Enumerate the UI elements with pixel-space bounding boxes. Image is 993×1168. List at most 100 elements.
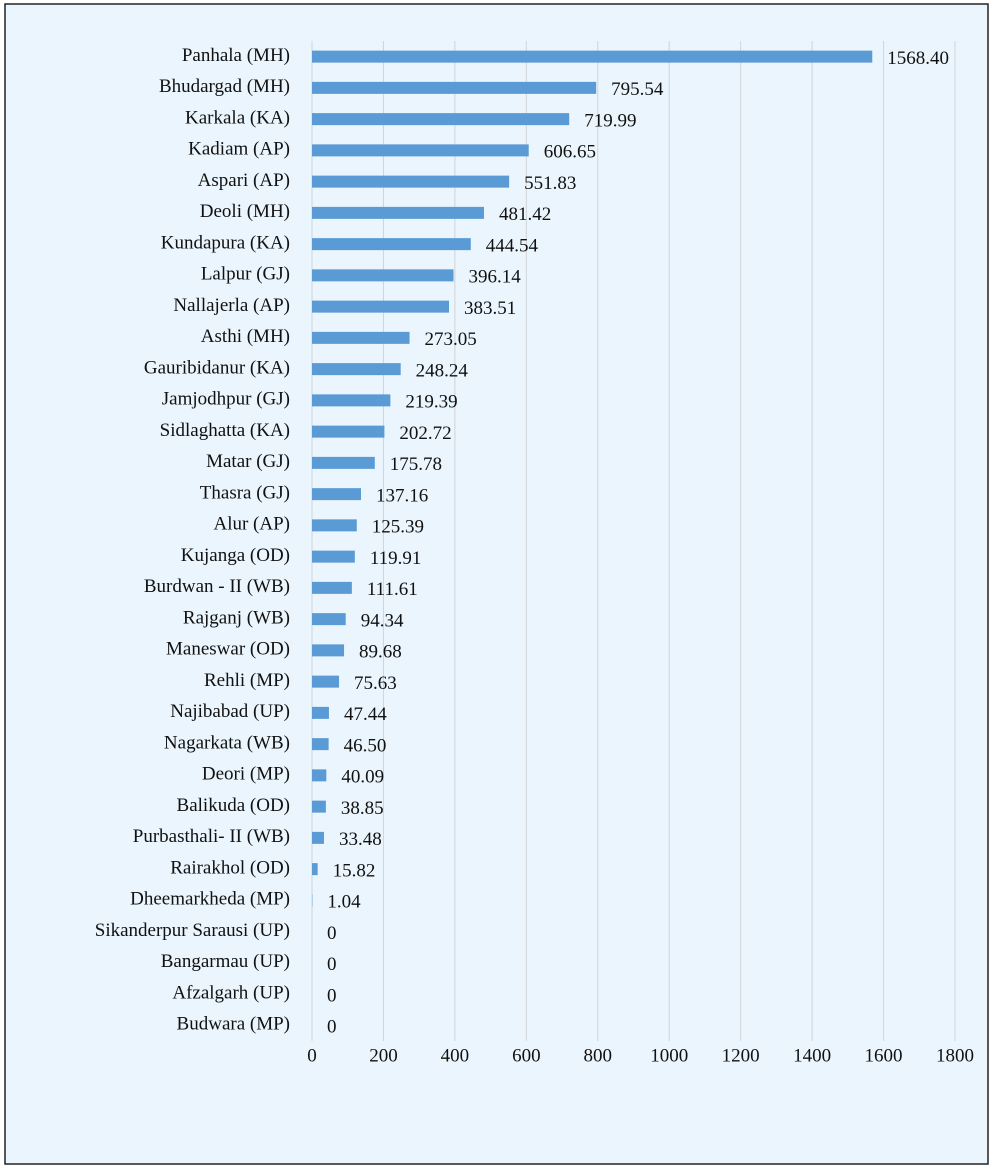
value-label: 795.54 bbox=[611, 79, 664, 100]
y-tick-label: Lalpur (GJ) bbox=[201, 264, 290, 285]
bar bbox=[312, 175, 510, 188]
chart-frame bbox=[4, 3, 989, 1165]
x-tick-label: 400 bbox=[441, 1045, 470, 1066]
bar bbox=[312, 550, 355, 563]
value-label: 1568.40 bbox=[887, 48, 949, 69]
value-label: 1.04 bbox=[327, 892, 361, 913]
value-label: 383.51 bbox=[464, 298, 516, 319]
y-tick-label: Panhala (MH) bbox=[182, 45, 290, 66]
y-tick-label: Bangarmau (UP) bbox=[161, 951, 290, 972]
bar bbox=[312, 394, 391, 407]
x-tick-label: 1400 bbox=[793, 1045, 831, 1066]
y-tick-label: Deori (MP) bbox=[202, 764, 290, 785]
value-label: 0 bbox=[327, 985, 337, 1006]
value-label: 606.65 bbox=[544, 142, 596, 163]
value-label: 273.05 bbox=[425, 329, 477, 350]
bar bbox=[312, 425, 385, 438]
value-label: 111.61 bbox=[367, 579, 418, 600]
bar bbox=[312, 456, 375, 469]
value-label: 94.34 bbox=[361, 610, 404, 631]
x-tick-label: 1000 bbox=[650, 1045, 688, 1066]
bar bbox=[312, 488, 361, 501]
bar bbox=[312, 800, 326, 813]
bar bbox=[312, 863, 318, 876]
x-tick-label: 0 bbox=[307, 1045, 317, 1066]
y-tick-label: Gauribidanur (KA) bbox=[144, 357, 290, 378]
y-tick-label: Maneswar (OD) bbox=[166, 639, 290, 660]
value-label: 248.24 bbox=[416, 360, 469, 381]
x-tick-label: 200 bbox=[369, 1045, 398, 1066]
y-tick-label: Sikanderpur Sarausi (UP) bbox=[95, 920, 290, 941]
bar bbox=[312, 581, 352, 594]
value-label: 46.50 bbox=[344, 735, 387, 756]
value-label: 38.85 bbox=[341, 798, 384, 819]
value-label: 0 bbox=[327, 923, 337, 944]
y-tick-label: Burdwan - II (WB) bbox=[144, 576, 290, 597]
value-label: 551.83 bbox=[524, 173, 576, 194]
y-tick-label: Rairakhol (OD) bbox=[170, 857, 290, 878]
bar bbox=[312, 331, 410, 344]
x-tick-label: 600 bbox=[512, 1045, 541, 1066]
value-label: 0 bbox=[327, 1017, 337, 1038]
y-tick-label: Kujanga (OD) bbox=[181, 545, 290, 566]
y-tick-label: Bhudargad (MH) bbox=[159, 76, 290, 97]
y-tick-label: Najibabad (UP) bbox=[170, 701, 290, 722]
value-label: 396.14 bbox=[469, 267, 522, 288]
value-label: 0 bbox=[327, 954, 337, 975]
y-tick-label: Rajganj (WB) bbox=[183, 607, 290, 628]
bar bbox=[312, 300, 449, 313]
value-label: 33.48 bbox=[339, 829, 382, 850]
bar bbox=[312, 50, 873, 63]
value-label: 202.72 bbox=[399, 423, 451, 444]
bar bbox=[312, 144, 529, 157]
value-label: 219.39 bbox=[405, 392, 457, 413]
bar bbox=[312, 269, 454, 282]
bar bbox=[312, 644, 345, 657]
x-tick-label: 800 bbox=[584, 1045, 613, 1066]
bar bbox=[312, 206, 484, 219]
bar bbox=[312, 738, 329, 751]
y-tick-label: Nagarkata (WB) bbox=[164, 732, 290, 753]
y-tick-label: Dheemarkheda (MP) bbox=[130, 889, 290, 910]
value-label: 47.44 bbox=[344, 704, 387, 725]
y-tick-label: Kadiam (AP) bbox=[188, 139, 290, 160]
bar bbox=[312, 831, 324, 844]
y-tick-label: Purbasthali- II (WB) bbox=[133, 826, 290, 847]
bar bbox=[312, 113, 570, 126]
x-tick-label: 1600 bbox=[865, 1045, 903, 1066]
y-tick-label: Aspari (AP) bbox=[198, 170, 290, 191]
y-tick-label: Deoli (MH) bbox=[200, 201, 290, 222]
y-tick-label: Thasra (GJ) bbox=[200, 482, 290, 503]
y-tick-label: Nallajerla (AP) bbox=[173, 295, 290, 316]
y-tick-label: Matar (GJ) bbox=[206, 451, 290, 472]
y-tick-label: Sidlaghatta (KA) bbox=[160, 420, 290, 441]
value-label: 137.16 bbox=[376, 485, 428, 506]
bar bbox=[312, 363, 401, 376]
value-label: 75.63 bbox=[354, 673, 397, 694]
bar bbox=[312, 769, 327, 782]
value-label: 40.09 bbox=[341, 767, 384, 788]
value-label: 119.91 bbox=[370, 548, 422, 569]
y-tick-label: Alur (AP) bbox=[213, 514, 290, 535]
bar bbox=[312, 613, 346, 626]
value-label: 125.39 bbox=[372, 517, 424, 538]
y-tick-label: Balikuda (OD) bbox=[177, 795, 290, 816]
value-label: 175.78 bbox=[390, 454, 442, 475]
y-tick-label: Budwara (MP) bbox=[177, 1014, 290, 1035]
y-tick-label: Karkala (KA) bbox=[185, 107, 290, 128]
value-label: 89.68 bbox=[359, 642, 402, 663]
value-label: 444.54 bbox=[486, 235, 539, 256]
bar bbox=[312, 675, 340, 688]
bar bbox=[312, 706, 329, 719]
y-tick-label: Asthi (MH) bbox=[201, 326, 290, 347]
x-tick-label: 1200 bbox=[722, 1045, 760, 1066]
y-tick-label: Kundapura (KA) bbox=[161, 232, 290, 253]
value-label: 481.42 bbox=[499, 204, 551, 225]
value-label: 719.99 bbox=[584, 110, 636, 131]
y-tick-label: Afzalgarh (UP) bbox=[172, 982, 290, 1003]
bar bbox=[312, 238, 471, 251]
y-tick-label: Rehli (MP) bbox=[204, 670, 290, 691]
bar bbox=[312, 81, 597, 94]
value-label: 15.82 bbox=[333, 860, 376, 881]
